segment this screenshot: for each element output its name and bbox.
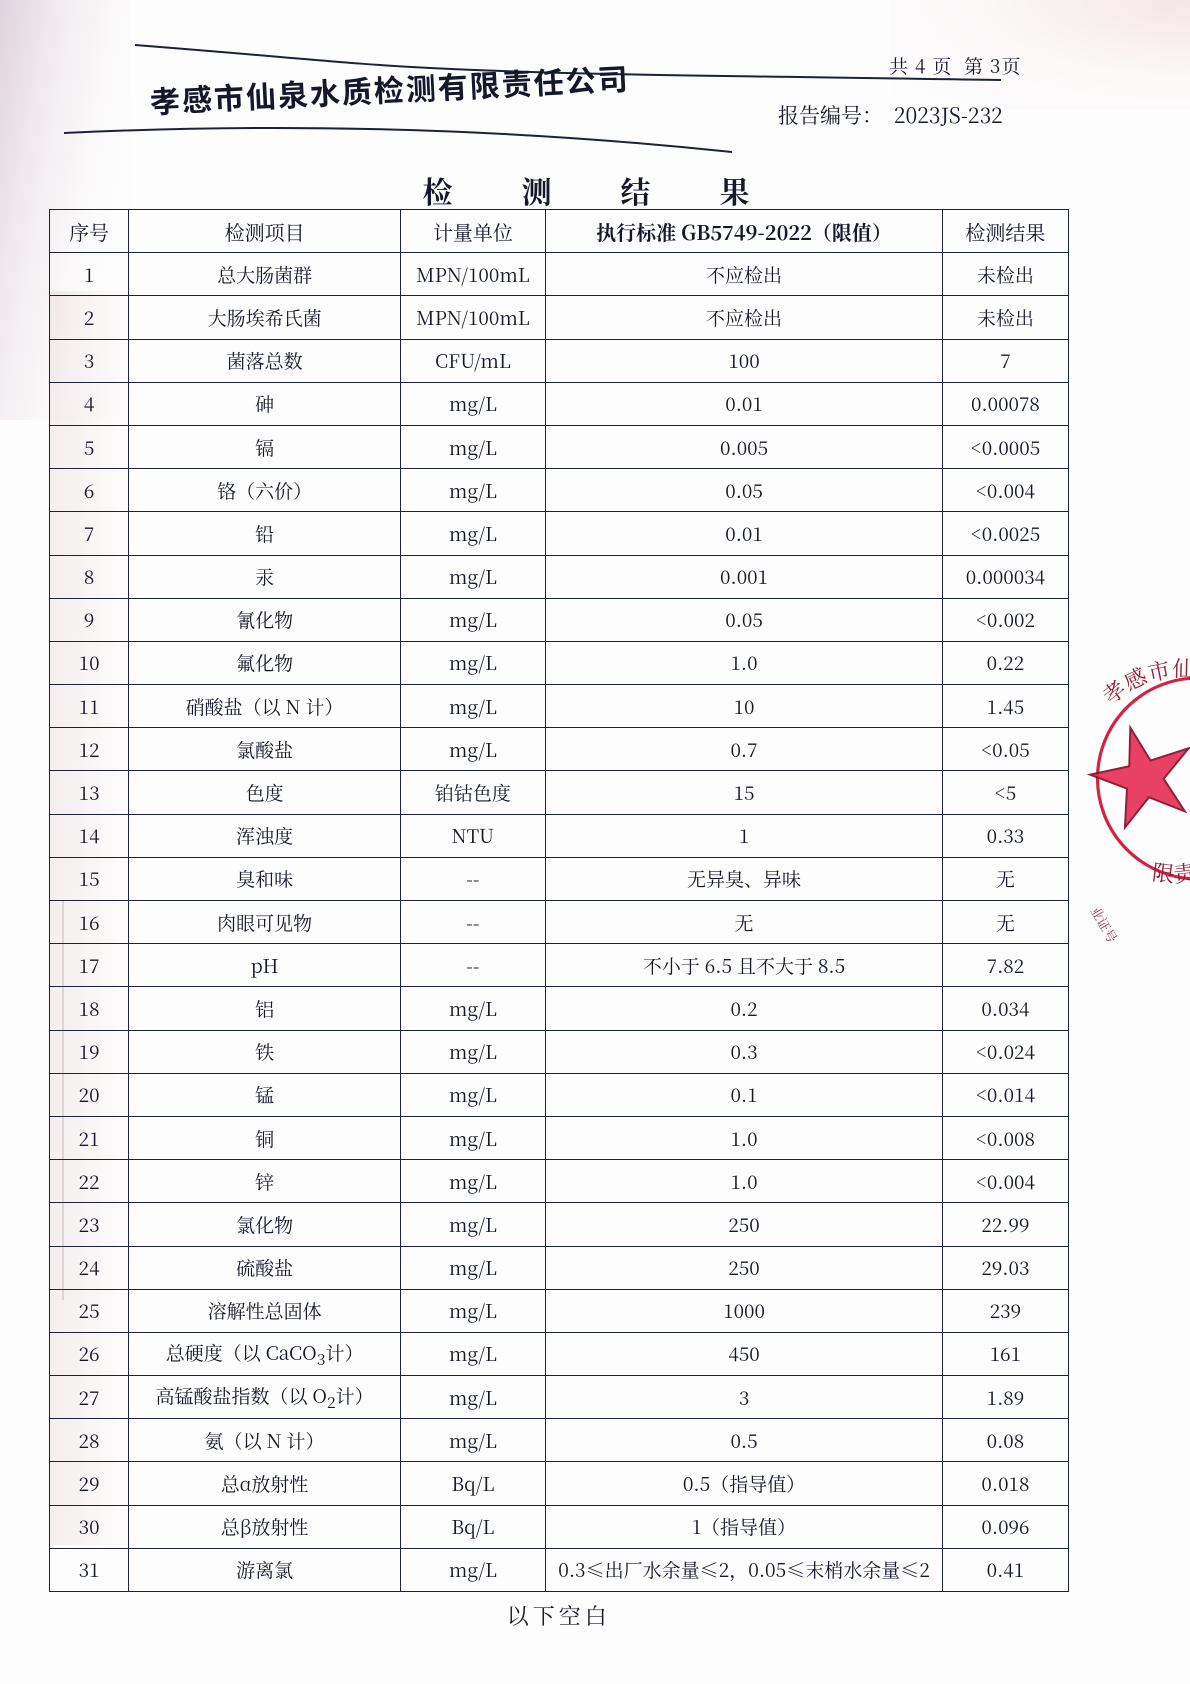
svg-text:孝感市仙泉水质检测有: 孝感市仙泉水质检测有 [1096,652,1190,759]
svg-text:限责任公司: 限责任公司 [1151,841,1190,889]
svg-text:业证号: 业证号 [1087,903,1123,946]
